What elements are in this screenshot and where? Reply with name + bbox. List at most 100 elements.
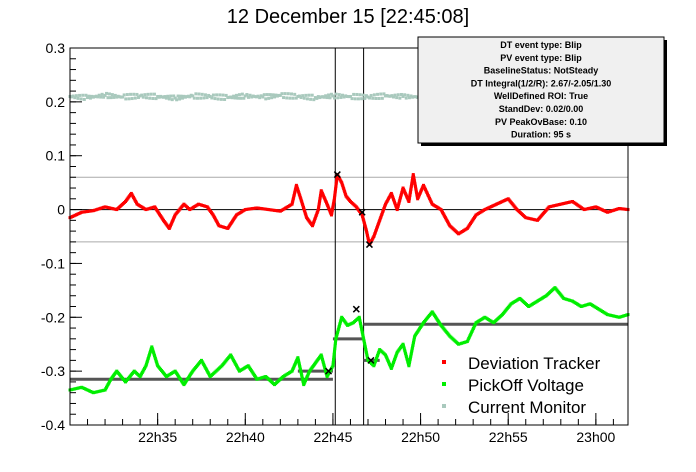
data-point: [322, 362, 326, 366]
data-point: [283, 92, 287, 96]
data-point: [412, 340, 416, 344]
data-point: [307, 93, 311, 97]
data-point: [361, 334, 365, 338]
data-point: [366, 357, 370, 361]
data-point: [390, 94, 394, 98]
data-point: [124, 97, 128, 101]
data-point: [327, 93, 331, 97]
data-point: [335, 332, 339, 336]
data-point: [396, 203, 400, 207]
data-point: [358, 93, 362, 97]
data-point: [384, 94, 388, 98]
data-point: [207, 93, 211, 97]
data-point: [355, 92, 359, 96]
data-point: [415, 192, 419, 196]
data-point: [317, 204, 321, 208]
data-point: [338, 323, 342, 327]
data-point: [84, 93, 88, 97]
data-point: [337, 325, 341, 329]
data-point: [173, 96, 177, 100]
data-point: [302, 96, 306, 100]
data-point: [87, 94, 91, 98]
data-point: [407, 96, 411, 100]
data-point: [409, 94, 413, 98]
legend: Deviation Tracker PickOff Voltage Current …: [442, 354, 601, 417]
data-point: [335, 179, 339, 183]
x-tick-label: 22h55: [489, 429, 528, 445]
data-point: [360, 331, 364, 335]
data-point: [132, 92, 136, 96]
data-point: [403, 350, 407, 354]
data-point: [413, 180, 417, 184]
data-point: [278, 93, 282, 97]
data-point: [230, 96, 234, 100]
data-point: [79, 97, 83, 101]
data-point: [325, 96, 329, 100]
data-point: [334, 185, 338, 189]
event-marker: [333, 171, 341, 179]
data-point: [345, 94, 349, 98]
data-point: [138, 94, 142, 98]
x-tick-label: 23h00: [576, 429, 615, 445]
data-point: [411, 173, 415, 177]
data-point: [213, 97, 217, 101]
data-point: [81, 93, 85, 97]
data-point: [364, 351, 368, 355]
data-point: [78, 93, 82, 97]
data-point: [152, 92, 156, 96]
stats-line: DT event type: Blip: [500, 40, 582, 50]
data-point: [415, 95, 419, 99]
data-point: [100, 92, 104, 96]
stats-line: WellDefined ROI: True: [494, 91, 588, 101]
data-point: [333, 345, 337, 349]
data-point: [335, 334, 339, 338]
data-point: [382, 92, 386, 96]
data-point: [369, 93, 373, 97]
data-point: [112, 95, 116, 99]
y-tick-label: 0.2: [46, 94, 66, 110]
data-point: [109, 96, 113, 100]
data-point: [405, 356, 409, 360]
data-point: [400, 189, 404, 193]
data-point: [210, 96, 214, 100]
y-tick-label: -0.4: [41, 417, 65, 433]
data-point: [297, 94, 301, 98]
data-point: [333, 346, 337, 350]
data-point: [336, 96, 340, 100]
data-point: [333, 194, 337, 198]
data-point: [331, 361, 335, 365]
data-point: [342, 95, 346, 99]
data-point: [344, 94, 348, 98]
data-point: [271, 93, 275, 97]
data-point: [270, 96, 274, 100]
data-point: [408, 356, 412, 360]
series-current-monitor: [68, 91, 423, 102]
data-point: [404, 351, 408, 355]
data-point: [337, 326, 341, 330]
data-point: [398, 96, 402, 100]
data-point: [309, 97, 313, 101]
legend-swatch: [442, 382, 446, 386]
data-point: [331, 94, 335, 98]
data-point: [195, 96, 199, 100]
data-point: [363, 341, 367, 345]
data-point: [122, 93, 126, 97]
data-point: [240, 92, 244, 96]
data-point: [380, 96, 384, 100]
data-point: [324, 370, 328, 374]
data-point: [310, 93, 314, 97]
data-point: [285, 96, 289, 100]
data-point: [125, 93, 129, 97]
data-point: [332, 357, 336, 361]
data-point: [408, 358, 412, 362]
data-point: [167, 97, 171, 101]
data-point: [359, 325, 363, 329]
data-point: [361, 335, 365, 339]
data-point: [254, 95, 258, 99]
data-point: [221, 93, 225, 97]
data-point: [358, 321, 362, 325]
data-point: [218, 93, 222, 97]
data-point: [358, 317, 362, 321]
data-point: [404, 355, 408, 359]
data-point: [363, 343, 367, 347]
